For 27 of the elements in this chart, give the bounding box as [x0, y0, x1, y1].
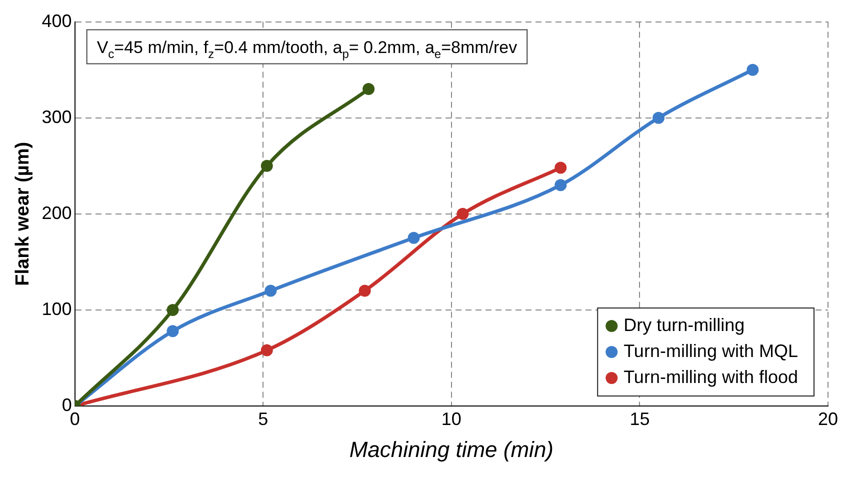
legend-label: Turn-milling with MQL — [624, 340, 798, 361]
point — [264, 284, 277, 297]
point — [408, 232, 420, 244]
y-tick-label: 0 — [62, 394, 72, 415]
legend-label: Dry turn-milling — [624, 314, 745, 335]
point — [554, 179, 567, 192]
legend-label: Turn-milling with flood — [624, 366, 798, 387]
point — [260, 344, 273, 356]
point — [166, 304, 179, 316]
y-tick-label: 400 — [42, 10, 72, 31]
y-tick-label: 200 — [42, 202, 72, 223]
y-tick-label: 100 — [42, 298, 72, 319]
point — [456, 208, 469, 220]
point — [746, 64, 759, 76]
y-tick-label: 300 — [42, 106, 72, 127]
x-tick-label: 15 — [630, 408, 650, 429]
x-axis-title: Machining time (min) — [349, 436, 554, 462]
x-tick-label: 5 — [258, 408, 268, 429]
point — [358, 284, 371, 297]
x-tick-label: 10 — [441, 408, 462, 429]
x-tick-label: 20 — [818, 408, 838, 429]
point — [260, 160, 273, 172]
point — [362, 83, 375, 96]
y-axis-title: Flank wear (µm) — [12, 142, 34, 286]
point — [166, 325, 179, 338]
point — [554, 162, 567, 174]
point — [652, 112, 665, 124]
